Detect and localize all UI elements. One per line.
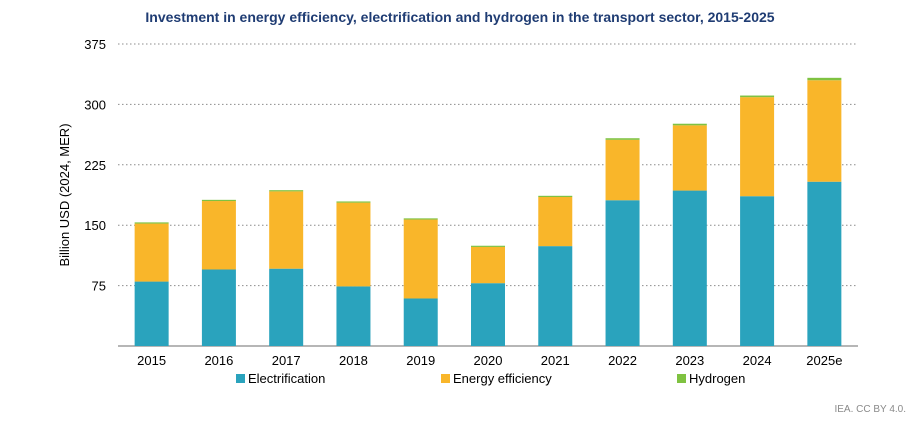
bar-electrification <box>336 286 371 346</box>
bar-electrification <box>269 268 304 346</box>
bar-electrification <box>605 200 640 346</box>
legend-label: Hydrogen <box>689 371 745 386</box>
x-tick-label: 2025e <box>806 353 842 368</box>
bar-hydrogen <box>201 199 236 202</box>
bar-energy-efficiency <box>807 80 842 182</box>
bar-hydrogen <box>807 77 842 81</box>
bar-electrification <box>201 269 236 346</box>
legend-label: Electrification <box>248 371 325 386</box>
x-tick-label: 2017 <box>272 353 301 368</box>
x-tick-label: 2024 <box>743 353 772 368</box>
bar-hydrogen <box>336 201 371 203</box>
y-axis-label: Billion USD (2024, MER) <box>57 123 72 266</box>
x-tick-label: 2022 <box>608 353 637 368</box>
bar-electrification <box>471 283 505 346</box>
bar-energy-efficiency <box>471 246 505 284</box>
bar-energy-efficiency <box>336 202 371 287</box>
bar-energy-efficiency <box>672 125 707 191</box>
bar-hydrogen <box>134 222 169 224</box>
chart-title: Investment in energy efficiency, electri… <box>145 9 775 25</box>
bar-electrification <box>807 181 842 346</box>
bar-electrification <box>538 246 573 346</box>
bar-electrification <box>672 190 707 346</box>
bar-energy-efficiency <box>201 201 236 270</box>
y-tick-label: 75 <box>92 279 106 294</box>
bar-hydrogen <box>471 245 505 247</box>
bar-hydrogen <box>269 190 304 192</box>
x-tick-label: 2015 <box>137 353 166 368</box>
x-tick-label: 2018 <box>339 353 368 368</box>
bar-energy-efficiency <box>403 219 438 299</box>
bar-electrification <box>740 196 775 346</box>
bar-energy-efficiency <box>134 223 169 282</box>
bar-hydrogen <box>403 218 438 220</box>
legend-label: Energy efficiency <box>453 371 552 386</box>
bar-electrification <box>134 281 169 346</box>
y-tick-label: 300 <box>84 97 106 112</box>
bar-energy-efficiency <box>740 97 775 197</box>
legend-swatch <box>677 374 686 383</box>
x-tick-label: 2020 <box>474 353 503 368</box>
y-tick-label: 150 <box>84 218 106 233</box>
y-tick-label: 375 <box>84 37 106 52</box>
x-tick-label: 2021 <box>541 353 570 368</box>
legend-swatch <box>236 374 245 383</box>
credit-text: IEA. CC BY 4.0. <box>834 404 906 415</box>
x-tick-label: 2016 <box>204 353 233 368</box>
x-tick-label: 2019 <box>406 353 435 368</box>
bar-hydrogen <box>672 123 707 126</box>
bar-energy-efficiency <box>605 139 640 201</box>
bar-energy-efficiency <box>538 197 573 247</box>
bar-hydrogen <box>605 138 640 140</box>
y-tick-label: 225 <box>84 158 106 173</box>
bar-hydrogen <box>538 195 573 198</box>
bar-energy-efficiency <box>269 191 304 269</box>
bar-electrification <box>403 298 438 346</box>
x-tick-label: 2023 <box>675 353 704 368</box>
legend-swatch <box>441 374 450 383</box>
bar-hydrogen <box>740 95 775 98</box>
